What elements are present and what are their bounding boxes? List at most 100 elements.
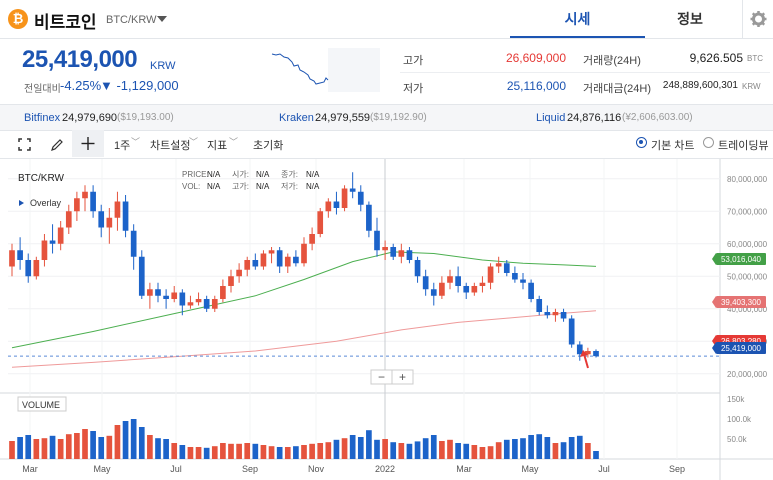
candle-body: [503, 263, 510, 273]
info-text: PRICE:: [182, 170, 209, 179]
volume-bar: [471, 445, 478, 459]
volume-bar: [309, 443, 315, 459]
info-text: N/A: [207, 170, 221, 179]
x-tick-label: 2022: [375, 464, 395, 474]
price-marker-label: 39,403,300: [721, 298, 762, 307]
tab-quote[interactable]: 시세: [510, 0, 645, 38]
volume-bar: [293, 446, 299, 459]
volume-bar: [82, 429, 88, 459]
overlay-toggle-icon: [19, 200, 24, 206]
volume-bar: [301, 445, 307, 459]
period-dropdown[interactable]: 1주: [114, 140, 131, 152]
candle-body: [552, 312, 559, 316]
candle-body: [163, 295, 169, 299]
fullscreen-icon[interactable]: [18, 138, 31, 151]
info-text: N/A: [256, 182, 270, 191]
coin-name[interactable]: 비트코인: [34, 13, 97, 32]
candle-body: [9, 250, 15, 267]
volume-bar: [41, 438, 48, 459]
x-tick-label: Mar: [22, 464, 38, 474]
zoom-in-button[interactable]: [391, 369, 414, 385]
candle-body: [357, 191, 364, 205]
chart-background: [0, 159, 773, 480]
candle-body: [74, 198, 80, 212]
candle-body: [576, 344, 583, 355]
y-tick-label: 60,000,000: [727, 240, 768, 249]
reset-button[interactable]: 초기화: [253, 140, 284, 152]
exchange-name[interactable]: Bitfinex: [24, 112, 61, 124]
exchange-price: 24,979,559: [315, 112, 371, 124]
volume-bar: [98, 437, 105, 459]
chevron-down-icon: ﹀: [131, 137, 141, 147]
overlay-label: Overlay: [30, 198, 62, 208]
volume-bars: 150k 100.0k 50.0k VOLUME: [9, 395, 752, 459]
volume-tick-label: 50.0k: [727, 435, 748, 444]
volume-bar: [455, 443, 461, 459]
exchange-name[interactable]: Liquid: [536, 112, 566, 124]
volume-bar: [25, 435, 32, 459]
basic-chart-label[interactable]: 기본 차트: [651, 140, 695, 152]
y-tick-label: 80,000,000: [727, 175, 768, 184]
settings-button[interactable]: [742, 0, 773, 38]
exchange-name[interactable]: Kraken: [279, 112, 314, 124]
volume-bar: [138, 427, 145, 459]
volume-bar: [568, 437, 575, 459]
candle-body: [333, 201, 340, 208]
y-tick-label: 50,000,000: [727, 272, 768, 281]
candle-body: [179, 292, 186, 306]
change-amount: ▼ -1,129,000: [100, 78, 179, 93]
stats-divider: [400, 72, 770, 73]
pencil-icon[interactable]: [50, 138, 64, 152]
volume-bar: [252, 443, 259, 459]
volume-bar: [171, 443, 178, 459]
price-marker-arrow: [712, 296, 716, 308]
tab-info[interactable]: 정보: [677, 11, 703, 27]
candle-body: [90, 191, 96, 212]
chevron-down-icon[interactable]: [157, 16, 167, 22]
candle-body: [374, 230, 380, 251]
volume-bar: [65, 434, 72, 459]
candle-body: [220, 286, 226, 299]
candle-body: [309, 234, 315, 244]
candle-body: [325, 201, 332, 212]
candle-body: [122, 201, 129, 231]
volume-bar: [439, 441, 445, 459]
basic-chart-radio[interactable]: [636, 137, 647, 148]
candle-body: [171, 292, 178, 299]
x-tick-label: Mar: [456, 464, 472, 474]
crosshair-button[interactable]: [72, 130, 104, 157]
candle-body: [98, 211, 105, 228]
volume-tick-label: 150k: [727, 395, 745, 404]
chart-settings-dropdown[interactable]: 차트설정: [150, 140, 191, 152]
candle-body: [147, 289, 153, 296]
exchange-usd: ($19,192.90): [370, 112, 427, 123]
chevron-down-icon: ﹀: [229, 137, 239, 147]
tradingview-radio[interactable]: [703, 137, 714, 148]
candle-body: [82, 191, 88, 199]
volume-bar: [463, 443, 470, 459]
change-label: 전일대비: [24, 84, 61, 95]
tradingview-label[interactable]: 트레이딩뷰: [718, 140, 769, 152]
candle-body: [317, 211, 324, 234]
change-percent: -4.25%: [60, 78, 102, 93]
top-header: [0, 0, 773, 39]
moving-averages: [8, 251, 720, 368]
volume-bar: [544, 437, 551, 459]
volume-label-box: [17, 396, 67, 412]
volume-bar: [317, 443, 324, 459]
low-label: 저가: [403, 83, 424, 95]
volume-bar: [179, 445, 186, 459]
chevron-down-icon: ﹀: [189, 137, 199, 147]
price-marker-label: 53,016,040: [721, 255, 762, 264]
price-chart[interactable]: 80,000,000 70,000,000 60,000,000 50,000,000…: [0, 159, 773, 480]
info-text: 종가:: [281, 170, 298, 179]
indicators-dropdown[interactable]: 지표: [207, 140, 228, 152]
info-text: N/A: [306, 170, 320, 179]
candle-body: [536, 299, 543, 312]
volume-bar: [260, 445, 267, 459]
plus-icon: +: [399, 370, 406, 384]
volume-bar: [147, 435, 153, 459]
y-tick-label: 40,000,000: [727, 305, 768, 314]
trade-value-unit: KRW: [742, 82, 761, 91]
candle-body: [293, 256, 299, 264]
